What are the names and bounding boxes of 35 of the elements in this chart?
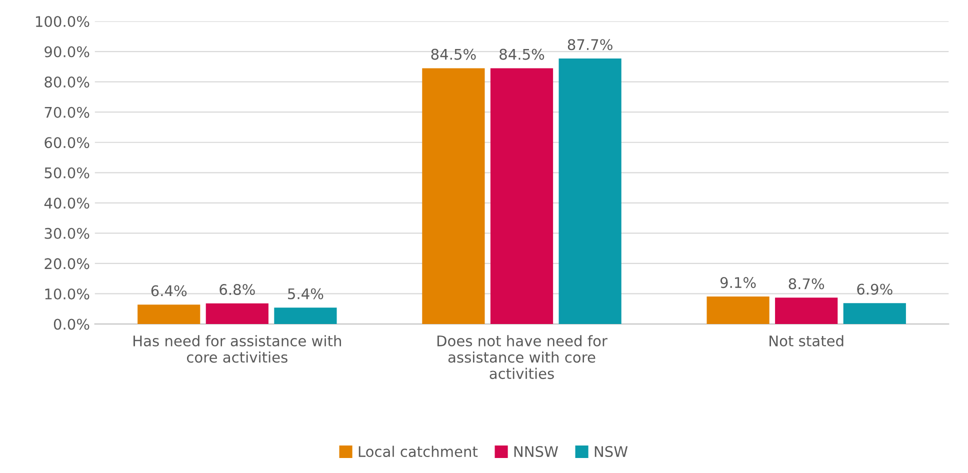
bar xyxy=(558,58,622,324)
data-label: 6.8% xyxy=(220,284,255,296)
data-label: 84.5% xyxy=(431,48,476,60)
x-tick-label: Does not have need for assistance with core activities xyxy=(437,335,608,380)
bar xyxy=(843,303,906,324)
y-tick-label: 60.0% xyxy=(44,137,90,148)
bar xyxy=(274,308,337,324)
y-tick-label: 90.0% xyxy=(44,46,90,58)
x-tick-label: Has need for assistance with core activities xyxy=(134,335,341,363)
y-tick-label: 50.0% xyxy=(44,167,90,178)
legend-label: Local catchment xyxy=(358,446,478,458)
y-tick-label: 20.0% xyxy=(44,258,90,270)
y-tick-label: 40.0% xyxy=(44,198,90,209)
bar xyxy=(422,68,485,324)
x-tick-label: Not stated xyxy=(770,335,844,346)
legend-label: NSW xyxy=(594,446,628,458)
legend-label: NNSW xyxy=(514,446,558,458)
data-label: 6.9% xyxy=(857,284,892,295)
data-label: 87.7% xyxy=(568,39,612,50)
bar xyxy=(490,68,554,324)
y-tick-label: 80.0% xyxy=(44,76,90,88)
y-tick-label: 100.0% xyxy=(36,16,90,28)
y-tick-label: 0.0% xyxy=(54,318,90,330)
data-label: 6.4% xyxy=(151,285,187,296)
y-tick-label: 30.0% xyxy=(44,228,90,239)
bar xyxy=(206,303,268,324)
bar xyxy=(138,304,200,324)
bar xyxy=(775,298,838,324)
data-label: 9.1% xyxy=(720,277,756,288)
data-label: 84.5% xyxy=(500,48,544,60)
y-tick-label: 10.0% xyxy=(45,288,90,300)
y-tick-label: 70.0% xyxy=(44,106,90,118)
data-label: 5.4% xyxy=(288,288,324,300)
data-label: 8.7% xyxy=(788,278,824,290)
bar xyxy=(706,296,770,324)
